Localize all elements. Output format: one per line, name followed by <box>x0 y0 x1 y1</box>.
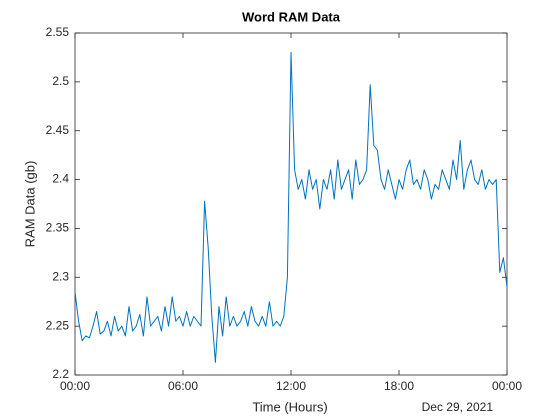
plot-frame <box>74 32 508 376</box>
y-axis-label: RAM Data (gb) <box>22 161 37 248</box>
x-tick-label: 18:00 <box>384 379 414 393</box>
y-tick-label: 2.4 <box>52 172 69 186</box>
x-tick-label: 00:00 <box>492 379 522 393</box>
y-tick-label: 2.25 <box>46 318 70 332</box>
date-annotation: Dec 29, 2021 <box>422 400 494 414</box>
y-tick-label: 2.2 <box>52 367 69 381</box>
y-tick-label: 2.55 <box>46 25 70 39</box>
x-axis-label: Time (Hours) <box>252 399 327 414</box>
y-tick-label: 2.5 <box>52 74 69 88</box>
x-tick-label: 06:00 <box>168 379 198 393</box>
y-tick-label: 2.3 <box>52 269 69 283</box>
data-line <box>74 52 508 363</box>
chart-title: Word RAM Data <box>242 9 341 24</box>
x-tick-label: 00:00 <box>60 379 90 393</box>
y-tick-label: 2.35 <box>46 221 70 235</box>
y-tick-label: 2.45 <box>46 123 70 137</box>
x-tick-label: 12:00 <box>276 379 306 393</box>
